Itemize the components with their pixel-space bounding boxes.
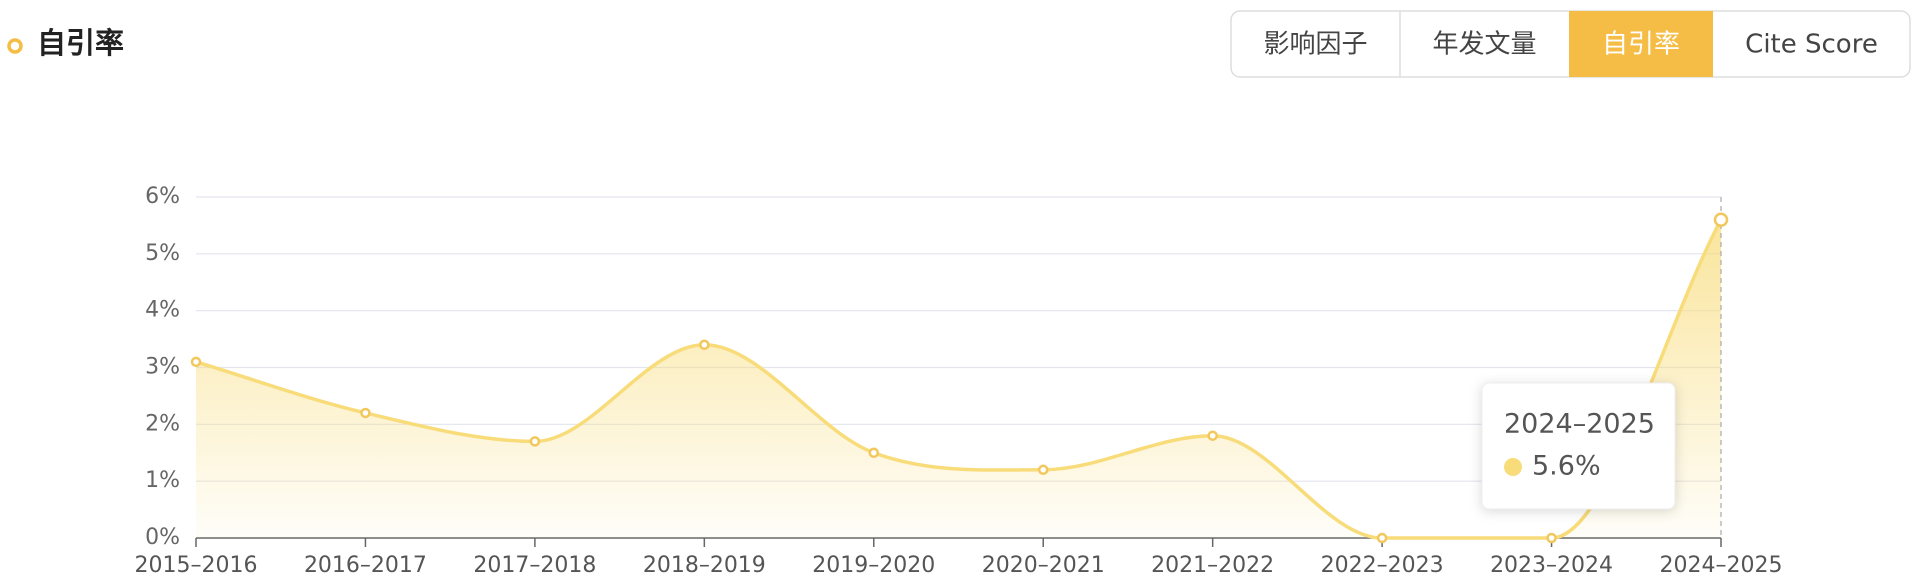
point <box>699 339 710 351</box>
point <box>360 407 371 419</box>
x-tick-label: 2015–2016 <box>135 553 258 578</box>
point <box>1207 430 1218 441</box>
y-tick-label: 3% <box>145 355 180 380</box>
area <box>196 219 1721 538</box>
tab[interactable]: 影响因子 <box>1263 30 1367 60</box>
tooltip-box <box>1481 382 1676 510</box>
y-tick-label: 2% <box>145 411 180 436</box>
y-tick-label: 5% <box>145 241 180 266</box>
tooltip-title: 2024–2025 <box>1504 409 1655 440</box>
line <box>195 218 1723 540</box>
x-tick-label: 2016–2017 <box>304 553 427 578</box>
y-tick-label: 4% <box>145 298 180 323</box>
point <box>868 447 880 458</box>
point <box>1546 532 1557 544</box>
x-tick-label: 2020–2021 <box>982 553 1105 578</box>
tab[interactable]: 自引率 <box>1602 30 1680 60</box>
plot: 0% 1% 2% 3% 4% 5% 6% 2015–2016 2016–2017 2017–201… <box>135 184 1783 578</box>
x-tick-label: 2023–2024 <box>1490 553 1613 578</box>
x-tick-label: 2017–2018 <box>473 553 596 578</box>
tab[interactable]: Cite Score <box>1745 30 1878 60</box>
tooltip-value: 5.6% <box>1532 451 1601 482</box>
tab[interactable]: 年发文量 <box>1432 30 1536 60</box>
y-tick-label: 0% <box>145 525 180 550</box>
tooltip: 2024–2025 5.6% <box>1481 382 1676 510</box>
x-tick-label: 2022–2023 <box>1321 553 1444 578</box>
x-tick-label: 2024–2025 <box>1660 553 1783 578</box>
point <box>1376 532 1388 544</box>
tooltip-marker <box>1504 458 1522 476</box>
point <box>1037 464 1049 476</box>
point <box>529 436 541 447</box>
point <box>190 356 202 368</box>
title-dot <box>7 38 23 54</box>
tab-bar: 影响因子 年发文量 自引率 Cite Score <box>1230 10 1911 78</box>
section-title: 自引率 <box>37 26 124 60</box>
y-tick-label: 1% <box>145 468 180 493</box>
x-tick-label: 2019–2020 <box>812 553 935 578</box>
x-tick-label: 2018–2019 <box>643 553 766 578</box>
y-tick-label: 6% <box>145 184 180 209</box>
x-tick-label: 2021–2022 <box>1151 553 1274 578</box>
tab-active-bg <box>1569 11 1713 77</box>
point <box>1713 212 1729 227</box>
